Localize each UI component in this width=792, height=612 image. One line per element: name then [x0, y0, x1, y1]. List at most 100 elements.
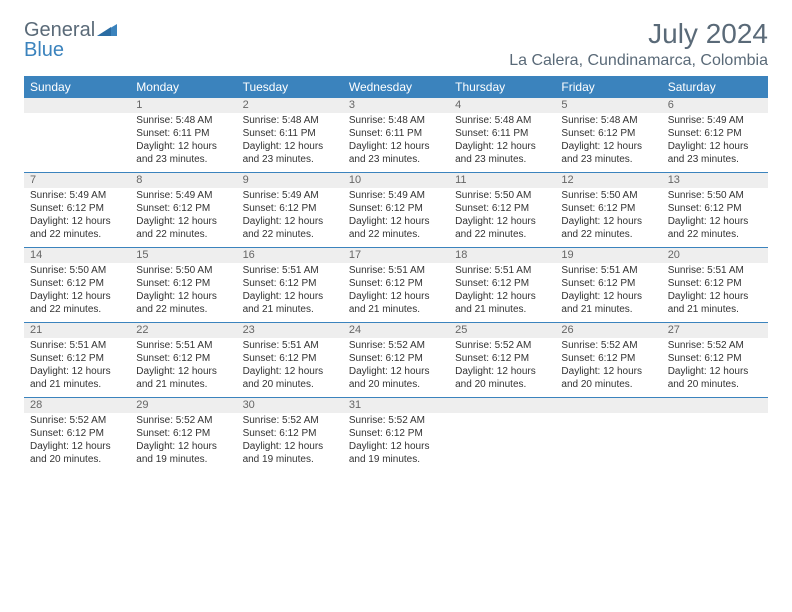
day-cell-line: Sunset: 6:12 PM: [668, 277, 762, 290]
day-cell-line: Sunset: 6:11 PM: [455, 127, 549, 140]
day-cell-line: Daylight: 12 hours: [136, 290, 230, 303]
date-number: 10: [343, 173, 449, 188]
day-cell-line: Daylight: 12 hours: [668, 140, 762, 153]
day-cell-line: Sunrise: 5:52 AM: [349, 414, 443, 427]
date-number: 29: [130, 398, 236, 413]
date-number-strip: 78910111213: [24, 173, 768, 188]
day-cell-line: Sunrise: 5:50 AM: [30, 264, 124, 277]
brand-part1: General: [24, 19, 95, 41]
day-body-strip: Sunrise: 5:48 AMSunset: 6:11 PMDaylight:…: [24, 113, 768, 172]
day-cell-line: Sunset: 6:12 PM: [136, 352, 230, 365]
day-cell: Sunrise: 5:51 AMSunset: 6:12 PMDaylight:…: [237, 338, 343, 397]
date-number: 1: [130, 98, 236, 113]
date-number: 18: [449, 248, 555, 263]
day-cell-line: Daylight: 12 hours: [243, 365, 337, 378]
title-block: July 2024 La Calera, Cundinamarca, Colom…: [509, 18, 768, 70]
day-cell-line: Sunset: 6:12 PM: [136, 202, 230, 215]
day-cell-line: Sunrise: 5:49 AM: [30, 189, 124, 202]
day-cell-line: Sunrise: 5:51 AM: [243, 339, 337, 352]
date-number: 3: [343, 98, 449, 113]
day-cell-line: Daylight: 12 hours: [349, 440, 443, 453]
day-cell-line: Sunset: 6:12 PM: [243, 427, 337, 440]
day-cell-line: and 21 minutes.: [136, 378, 230, 391]
day-cell-line: Daylight: 12 hours: [136, 440, 230, 453]
day-cell-line: Daylight: 12 hours: [136, 215, 230, 228]
day-cell-line: and 21 minutes.: [30, 378, 124, 391]
weekday-header: Thursday: [449, 76, 555, 98]
date-number: 22: [130, 323, 236, 338]
day-cell-line: and 22 minutes.: [243, 228, 337, 241]
day-cell-line: and 22 minutes.: [30, 303, 124, 316]
day-cell: Sunrise: 5:52 AMSunset: 6:12 PMDaylight:…: [343, 413, 449, 472]
brand-part2: Blue: [24, 39, 64, 61]
day-cell-line: Daylight: 12 hours: [30, 215, 124, 228]
day-cell: Sunrise: 5:48 AMSunset: 6:11 PMDaylight:…: [343, 113, 449, 172]
calendar-grid: Sunday Monday Tuesday Wednesday Thursday…: [24, 76, 768, 472]
day-cell: [555, 413, 661, 472]
day-cell-line: Sunset: 6:11 PM: [243, 127, 337, 140]
day-cell-line: Sunrise: 5:49 AM: [349, 189, 443, 202]
day-cell: Sunrise: 5:51 AMSunset: 6:12 PMDaylight:…: [449, 263, 555, 322]
date-number: 5: [555, 98, 661, 113]
day-cell-line: and 22 minutes.: [561, 228, 655, 241]
day-cell-line: Daylight: 12 hours: [668, 215, 762, 228]
day-cell-line: Sunrise: 5:48 AM: [243, 114, 337, 127]
day-cell-line: Sunset: 6:12 PM: [455, 352, 549, 365]
day-cell-line: Daylight: 12 hours: [455, 365, 549, 378]
day-cell-line: and 19 minutes.: [136, 453, 230, 466]
day-cell: Sunrise: 5:51 AMSunset: 6:12 PMDaylight:…: [24, 338, 130, 397]
day-cell-line: and 21 minutes.: [349, 303, 443, 316]
date-number: 12: [555, 173, 661, 188]
date-number: 30: [237, 398, 343, 413]
day-cell: Sunrise: 5:52 AMSunset: 6:12 PMDaylight:…: [237, 413, 343, 472]
day-cell-line: Daylight: 12 hours: [243, 215, 337, 228]
day-cell-line: Daylight: 12 hours: [349, 140, 443, 153]
day-cell: Sunrise: 5:51 AMSunset: 6:12 PMDaylight:…: [555, 263, 661, 322]
day-cell: [662, 413, 768, 472]
day-cell-line: and 20 minutes.: [561, 378, 655, 391]
date-number: 7: [24, 173, 130, 188]
date-number: 6: [662, 98, 768, 113]
day-cell-line: Sunrise: 5:52 AM: [668, 339, 762, 352]
day-cell-line: and 22 minutes.: [30, 228, 124, 241]
day-cell: Sunrise: 5:52 AMSunset: 6:12 PMDaylight:…: [130, 413, 236, 472]
day-cell-line: Sunrise: 5:49 AM: [136, 189, 230, 202]
week-block: 78910111213Sunrise: 5:49 AMSunset: 6:12 …: [24, 172, 768, 247]
brand-text: General Blue: [24, 20, 117, 60]
date-number-strip: 21222324252627: [24, 323, 768, 338]
day-cell-line: Sunset: 6:12 PM: [668, 127, 762, 140]
day-cell-line: and 21 minutes.: [668, 303, 762, 316]
date-number: 23: [237, 323, 343, 338]
day-cell-line: Sunrise: 5:52 AM: [349, 339, 443, 352]
date-number: 25: [449, 323, 555, 338]
day-cell: Sunrise: 5:51 AMSunset: 6:12 PMDaylight:…: [662, 263, 768, 322]
date-number: 20: [662, 248, 768, 263]
day-cell-line: Sunset: 6:12 PM: [349, 427, 443, 440]
day-cell-line: and 23 minutes.: [561, 153, 655, 166]
day-cell-line: Daylight: 12 hours: [243, 290, 337, 303]
day-cell-line: Sunrise: 5:50 AM: [136, 264, 230, 277]
day-cell-line: and 20 minutes.: [455, 378, 549, 391]
day-cell: Sunrise: 5:48 AMSunset: 6:11 PMDaylight:…: [130, 113, 236, 172]
day-cell-line: Sunrise: 5:51 AM: [30, 339, 124, 352]
date-number: 26: [555, 323, 661, 338]
weekday-header: Sunday: [24, 76, 130, 98]
day-cell-line: Daylight: 12 hours: [136, 365, 230, 378]
day-cell: Sunrise: 5:50 AMSunset: 6:12 PMDaylight:…: [662, 188, 768, 247]
day-cell-line: Daylight: 12 hours: [243, 440, 337, 453]
day-cell: Sunrise: 5:52 AMSunset: 6:12 PMDaylight:…: [662, 338, 768, 397]
day-cell-line: Sunrise: 5:52 AM: [243, 414, 337, 427]
date-number: 24: [343, 323, 449, 338]
day-cell-line: and 22 minutes.: [136, 228, 230, 241]
day-cell-line: Daylight: 12 hours: [243, 140, 337, 153]
day-cell-line: Sunrise: 5:52 AM: [30, 414, 124, 427]
day-cell-line: Sunset: 6:12 PM: [668, 352, 762, 365]
weekday-header: Tuesday: [237, 76, 343, 98]
weekday-header: Friday: [555, 76, 661, 98]
day-cell: Sunrise: 5:49 AMSunset: 6:12 PMDaylight:…: [130, 188, 236, 247]
day-cell-line: Sunset: 6:12 PM: [349, 202, 443, 215]
day-cell-line: Sunset: 6:12 PM: [30, 202, 124, 215]
day-cell-line: Sunrise: 5:50 AM: [455, 189, 549, 202]
date-number: 28: [24, 398, 130, 413]
day-cell-line: Sunrise: 5:50 AM: [668, 189, 762, 202]
